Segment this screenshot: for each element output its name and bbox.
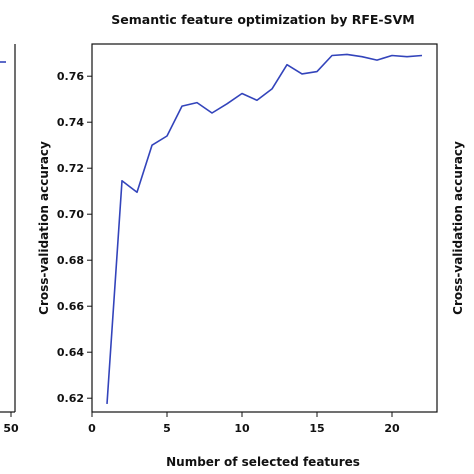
- y-tick-label: 0.68: [57, 254, 84, 267]
- y-tick-label: 0.74: [57, 116, 84, 129]
- x-tick-label: 0: [88, 422, 96, 435]
- y-axis-title: Cross-validation accuracy: [37, 141, 51, 315]
- right-partial-chart: Cross-validation accuracy: [451, 141, 465, 315]
- left-partial-x-tick-label: 50: [3, 422, 19, 435]
- x-tick-label: 20: [384, 422, 400, 435]
- x-axis-ticks: 0 5 10 15 20: [88, 412, 400, 435]
- y-axis-ticks: 0.62 0.64 0.66 0.68 0.70 0.72 0.74 0.76: [57, 70, 92, 405]
- x-tick-label: 5: [163, 422, 171, 435]
- y-tick-label: 0.72: [57, 162, 84, 175]
- left-partial-chart: 50: [0, 44, 19, 435]
- accuracy-series-line: [106, 53, 423, 404]
- x-tick-label: 10: [234, 422, 250, 435]
- right-partial-y-axis-title: Cross-validation accuracy: [451, 141, 465, 315]
- y-tick-label: 0.62: [57, 392, 84, 405]
- x-tick-label: 15: [309, 422, 324, 435]
- y-tick-label: 0.66: [57, 300, 84, 313]
- y-tick-label: 0.70: [57, 208, 84, 221]
- chart-title: Semantic feature optimization by RFE-SVM: [111, 12, 414, 27]
- y-tick-label: 0.76: [57, 70, 84, 83]
- plot-area-frame: [91, 43, 438, 413]
- main-chart: Semantic feature optimization by RFE-SVM…: [37, 12, 438, 469]
- x-axis-title: Number of selected features: [166, 455, 360, 469]
- y-tick-label: 0.64: [57, 346, 84, 359]
